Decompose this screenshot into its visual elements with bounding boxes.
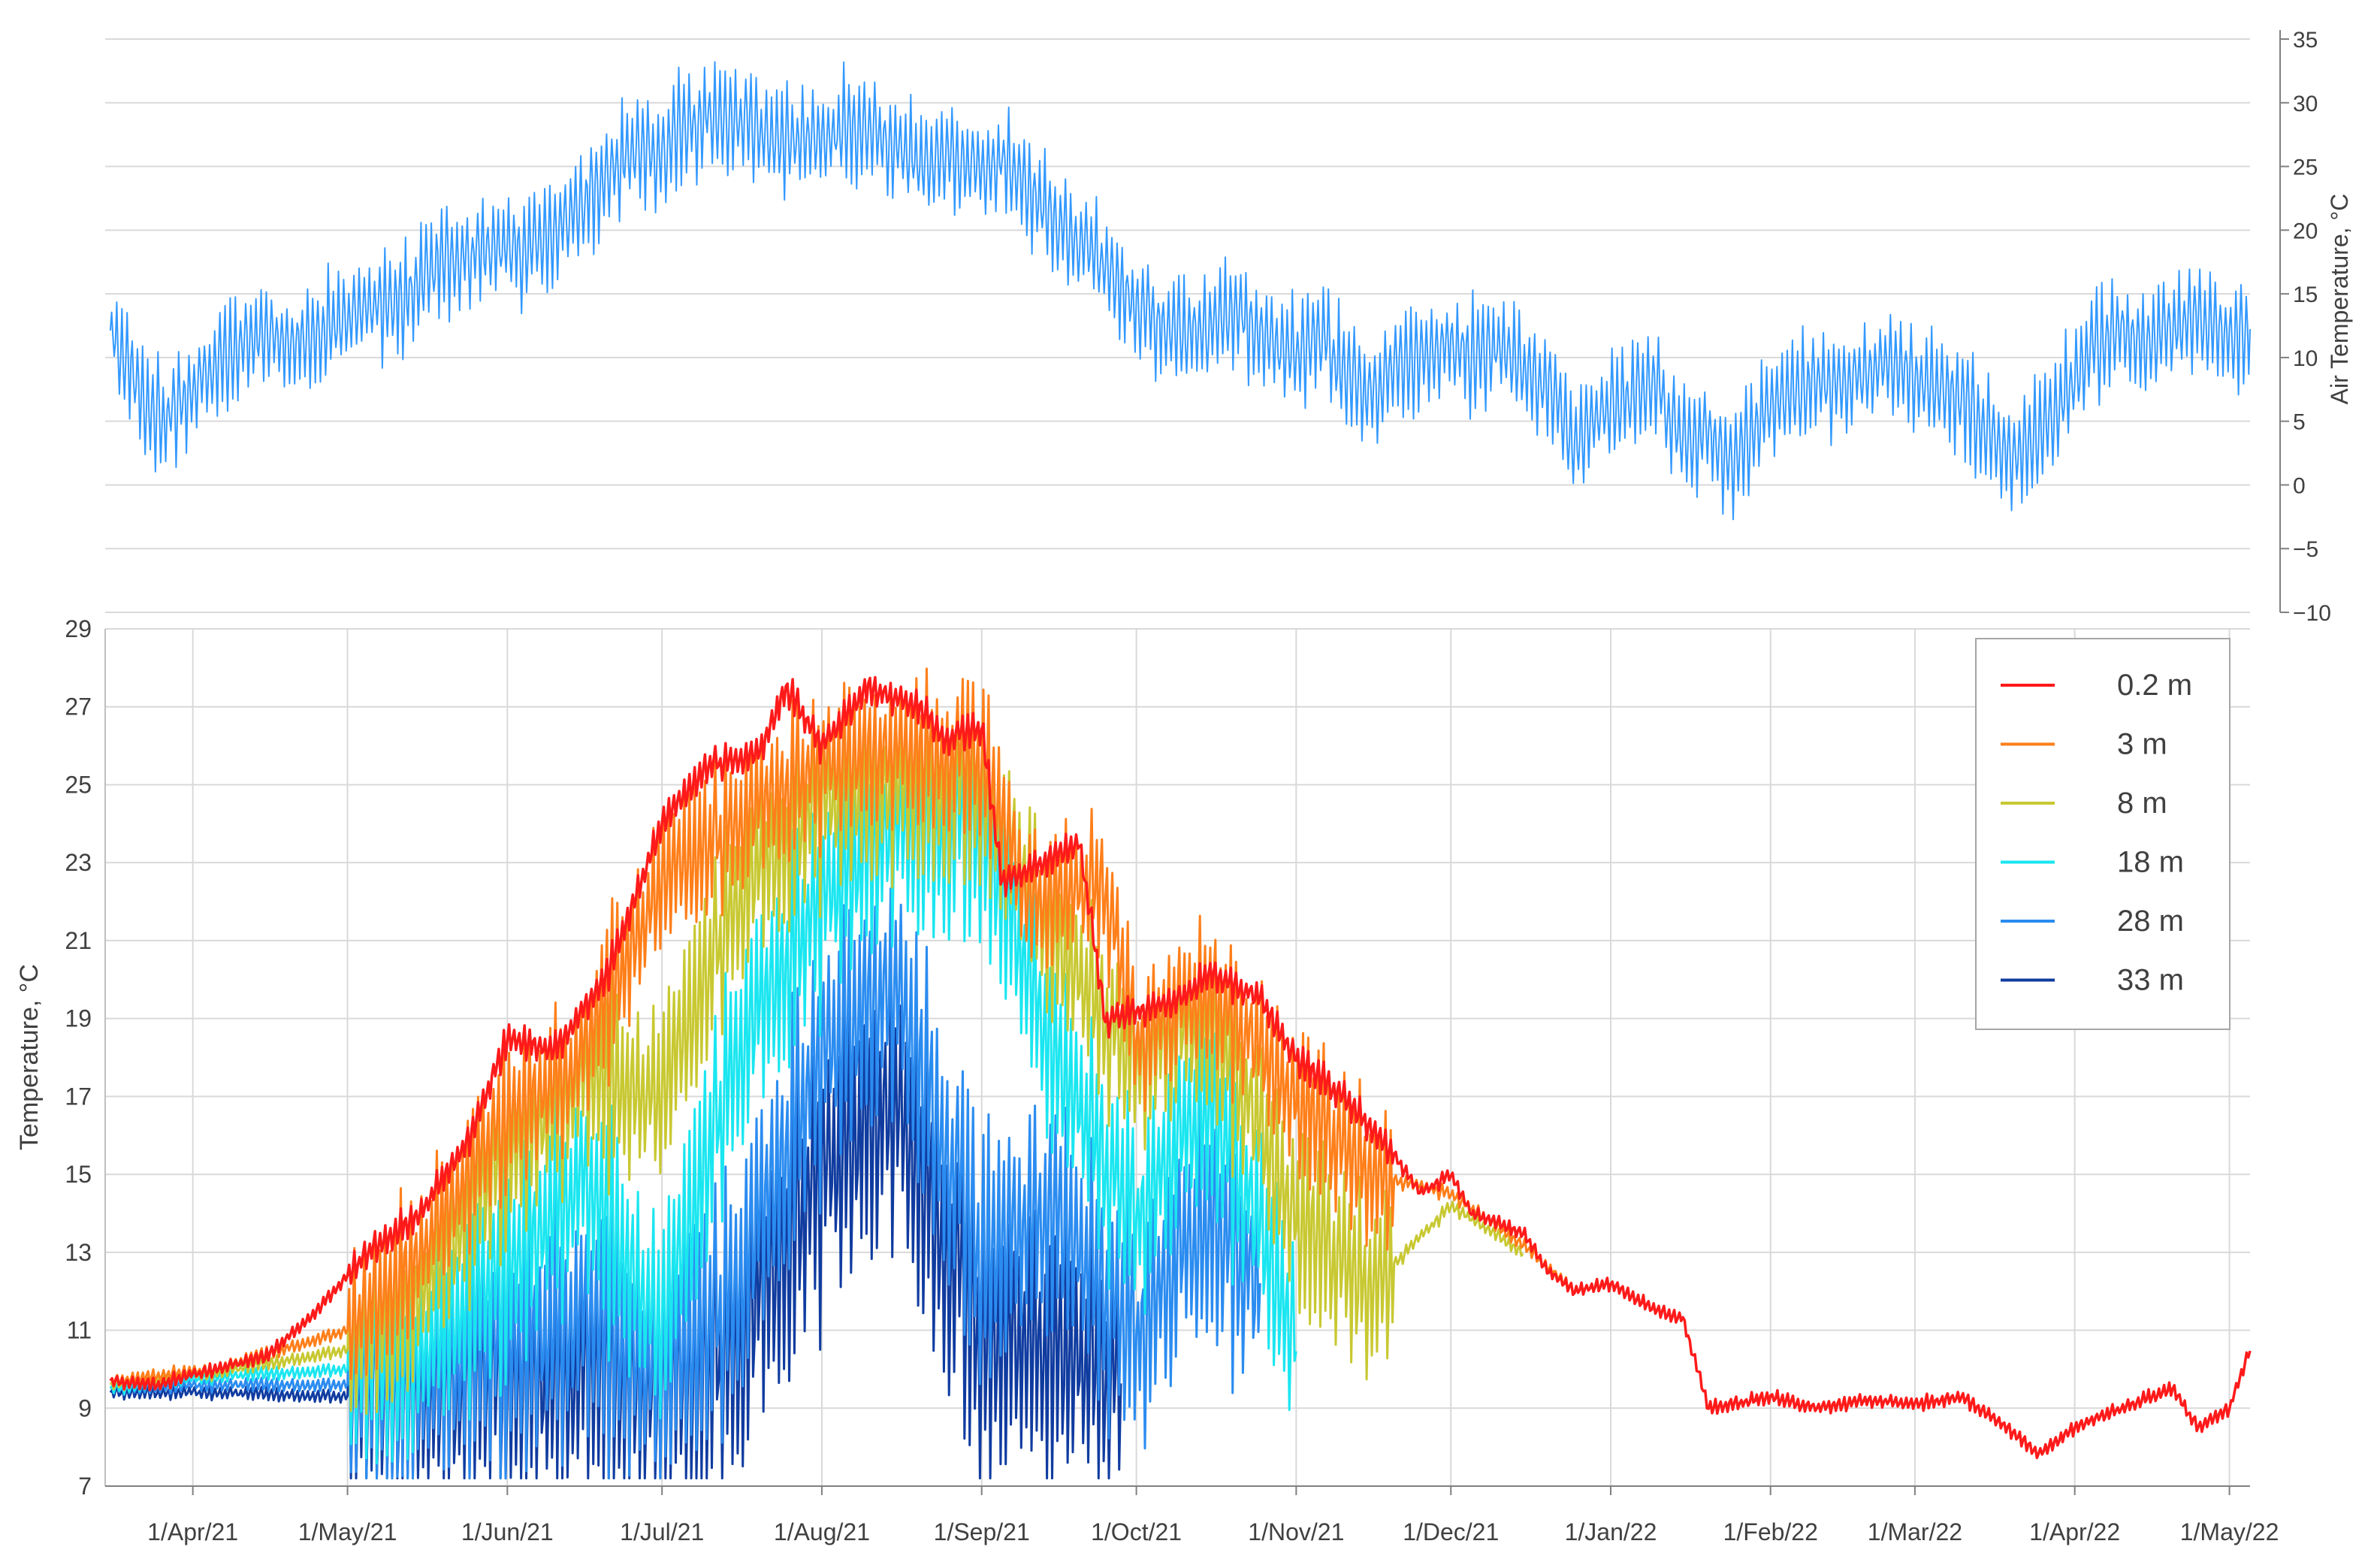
water-x-tick-label: 1/Nov/21 <box>1248 1518 1344 1545</box>
series-line-0-2-m <box>109 675 2252 1460</box>
water-x-tick-label: 1/Jul/21 <box>620 1518 704 1545</box>
air-temperature-panel: 35 30 25 20 15 10 5 0 −5 −10 Air Temperature, °C <box>105 28 2353 626</box>
water-x-tick-label: 1/Feb/22 <box>1723 1518 1818 1545</box>
water-x-tick-label: 1/May/21 <box>298 1518 397 1545</box>
water-x-tick-label: 1/Sep/21 <box>934 1518 1030 1545</box>
water-y-tick-label: 29 <box>65 615 92 642</box>
water-y-tick-label: 19 <box>65 1005 92 1032</box>
water-y-tick-label: 7 <box>78 1473 92 1500</box>
air-temperature-series <box>109 61 2251 521</box>
air-y-tick-label: −5 <box>2293 537 2318 562</box>
water-x-tick-label: 1/Jan/22 <box>1565 1518 1657 1545</box>
series-line-3-m <box>109 667 1575 1388</box>
air-y-tick-label: 30 <box>2293 92 2318 116</box>
air-y-tick-label: 5 <box>2293 410 2306 435</box>
water-x-tick-label: 1/Dec/21 <box>1403 1518 1499 1545</box>
water-x-tick-label: 1/Apr/22 <box>2029 1518 2120 1545</box>
legend-label: 0.2 m <box>2117 669 2192 702</box>
water-y-tick-label: 25 <box>65 771 92 798</box>
legend-label: 28 m <box>2117 905 2184 938</box>
air-y-tick-label: 20 <box>2293 219 2318 243</box>
water-x-tick-label: 1/May/22 <box>2180 1518 2279 1545</box>
water-y-tick-label: 23 <box>65 849 92 876</box>
water-x-tick-label: 1/Jun/21 <box>461 1518 554 1545</box>
water-temperature-axis-label: Temperature, °C <box>15 964 44 1150</box>
series-line-28-m <box>109 887 1261 1480</box>
legend-label: 3 m <box>2117 728 2167 761</box>
water-y-tick-label: 21 <box>65 927 92 954</box>
air-y-tick-label: 15 <box>2293 282 2318 307</box>
water-temperature-series <box>109 667 2252 1480</box>
air-temperature-grid <box>105 38 2250 613</box>
legend-label: 8 m <box>2117 787 2167 820</box>
water-temperature-ticks: 29 27 25 23 21 19 17 15 13 11 9 7 1/Apr/21 1/May/21 1/… <box>65 615 2279 1545</box>
water-temperature-panel: 29 27 25 23 21 19 17 15 13 11 9 7 1/Apr/21 1/May/21 1/… <box>15 615 2279 1545</box>
legend-items: 0.2 m 3 m 8 m 18 m 28 m 33 m <box>2001 669 2192 997</box>
water-y-tick-label: 17 <box>65 1083 92 1110</box>
air-temperature-line <box>109 61 2251 521</box>
air-y-tick-label: 35 <box>2293 28 2318 53</box>
water-x-tick-label: 1/Mar/22 <box>1868 1518 1962 1545</box>
air-y-tick-label: 10 <box>2293 346 2318 371</box>
water-y-tick-label: 11 <box>67 1317 92 1344</box>
air-temperature-axis-label: Air Temperature, °C <box>2326 194 2353 405</box>
air-y-tick-label: 25 <box>2293 156 2318 180</box>
water-x-tick-label: 1/Oct/21 <box>1091 1518 1182 1545</box>
water-y-tick-label: 15 <box>65 1161 92 1188</box>
water-x-tick-label: 1/Aug/21 <box>774 1518 870 1545</box>
water-y-tick-label: 27 <box>65 693 92 721</box>
water-x-tick-label: 1/Apr/21 <box>147 1518 238 1545</box>
water-y-tick-label: 9 <box>78 1394 92 1421</box>
legend-box <box>1975 638 2231 1030</box>
air-y-tick-label: −10 <box>2293 601 2331 626</box>
air-temperature-ticks: 35 30 25 20 15 10 5 0 −5 −10 <box>2280 28 2331 626</box>
legend-label: 18 m <box>2117 846 2184 879</box>
series-line-18-m <box>109 706 1297 1465</box>
air-y-tick-label: 0 <box>2293 473 2306 498</box>
legend-label: 33 m <box>2117 964 2184 997</box>
water-y-tick-label: 13 <box>65 1239 92 1266</box>
legend: 0.2 m 3 m 8 m 18 m 28 m 33 m <box>1975 638 2231 1030</box>
